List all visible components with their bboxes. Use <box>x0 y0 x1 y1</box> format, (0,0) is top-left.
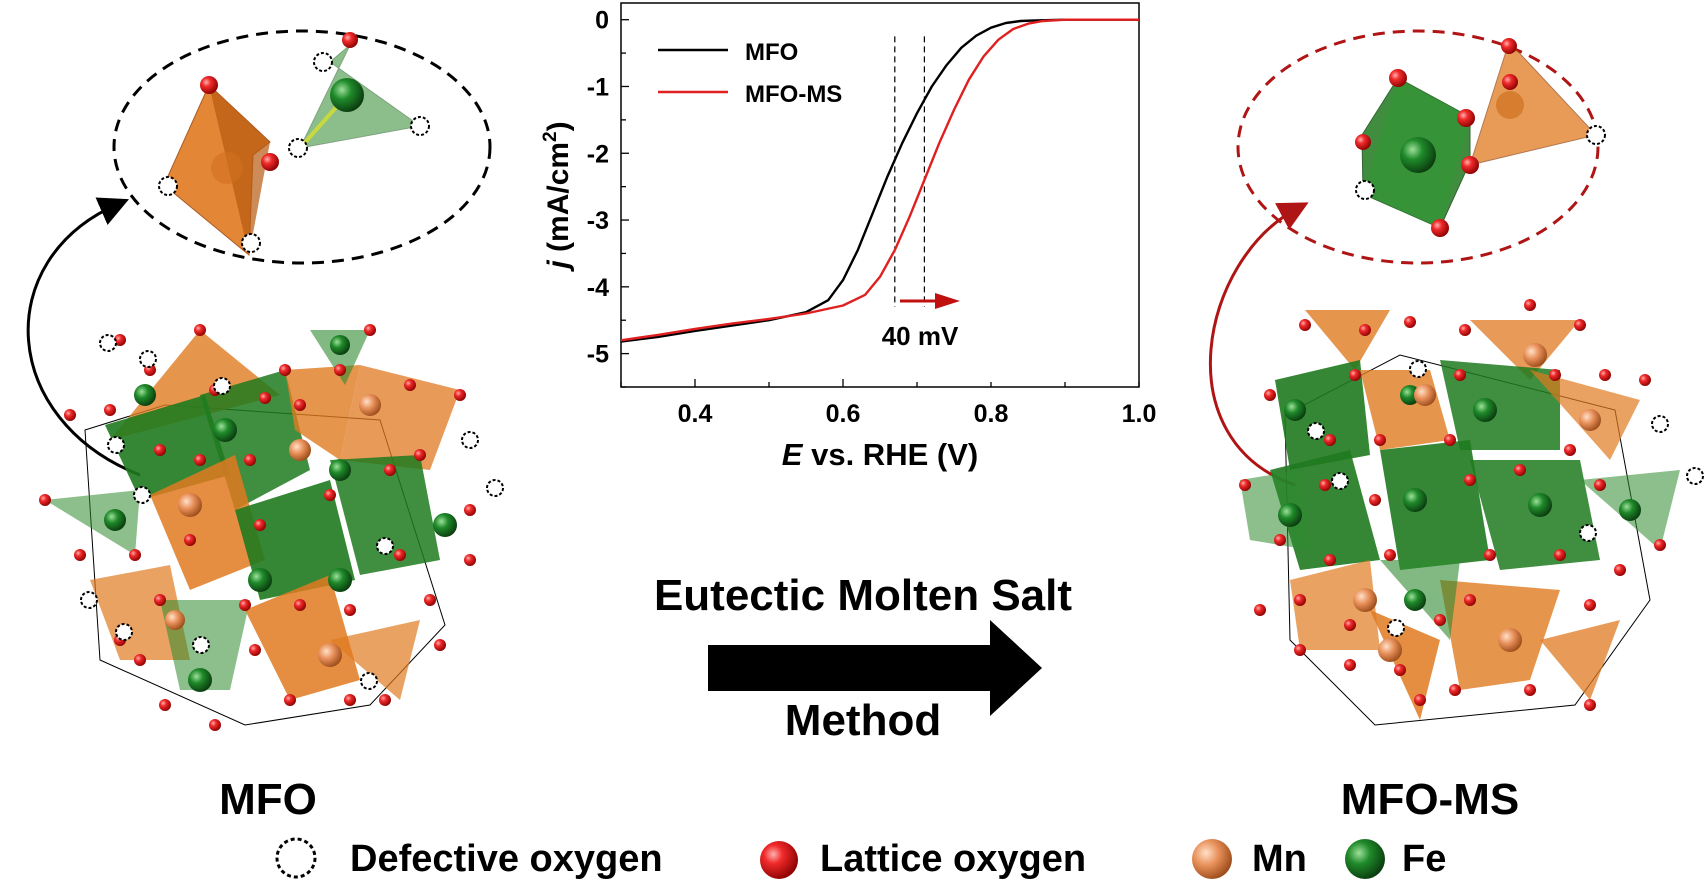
shift-arrow-head <box>935 293 960 309</box>
y-tick-label: -4 <box>587 274 609 302</box>
y-tick-label: -5 <box>587 341 609 369</box>
zoom-arrow-right <box>1209 202 1309 487</box>
y-tick-labels: 0 -1 -2 -3 -4 -5 <box>587 7 609 369</box>
legend-lattice-oxygen: Lattice oxygen <box>820 838 1086 880</box>
process-arrow <box>708 620 1042 716</box>
legend-label-mfo-ms: MFO-MS <box>745 81 842 108</box>
red-sphere-icon <box>760 841 798 879</box>
mfo-zoom-inset <box>112 29 492 265</box>
plot-frame <box>620 2 1140 388</box>
zoom-arrow-left <box>26 197 141 477</box>
dotted-circle-icon <box>275 837 317 879</box>
axis-ticks <box>620 19 1140 388</box>
method-text-line2: Method <box>785 696 941 745</box>
y-tick-label: -3 <box>587 207 609 235</box>
series-line-mfo-ms <box>620 18 1139 342</box>
lsv-chart: 0.4 0.6 0.8 1.0 0 -1 -2 -3 -4 -5 E vs. RHE (V) j… <box>540 2 1157 472</box>
y-axis-label: j (mA/cm2) <box>540 121 575 272</box>
legend-label-mfo: MFO <box>745 39 798 66</box>
mfo-crystal-structure <box>39 324 504 731</box>
y-tick-label: 0 <box>595 7 609 35</box>
chart-legend: MFO MFO-MS <box>658 39 842 108</box>
legend-fe: Fe <box>1402 838 1446 880</box>
mfo-ms-zoom-inset <box>1236 29 1606 265</box>
mfo-ms-crystal-structure <box>1239 299 1704 726</box>
reference-lines <box>894 36 926 307</box>
x-tick-label: 0.4 <box>678 400 713 428</box>
y-tick-label: -2 <box>587 140 609 168</box>
x-tick-label: 0.6 <box>826 400 861 428</box>
green-sphere-icon <box>1345 839 1385 879</box>
legend-mn: Mn <box>1252 838 1307 880</box>
atom-legend: Defective oxygen Lattice oxygen Mn Fe <box>275 837 1446 880</box>
y-tick-label: -1 <box>587 73 609 101</box>
series-line-mfo <box>620 18 1139 343</box>
label-mfo-ms: MFO-MS <box>1341 775 1519 824</box>
x-tick-label: 0.8 <box>974 400 1009 428</box>
shift-annotation: 40 mV <box>882 321 959 351</box>
x-tick-labels: 0.4 0.6 0.8 1.0 <box>678 400 1157 428</box>
series-lines <box>620 18 1139 343</box>
x-axis-label: E vs. RHE (V) <box>782 437 978 472</box>
x-tick-label: 1.0 <box>1122 400 1157 428</box>
label-mfo: MFO <box>219 775 317 824</box>
orange-sphere-icon <box>1192 839 1232 879</box>
legend-defective-oxygen: Defective oxygen <box>350 838 663 880</box>
method-text-line1: Eutectic Molten Salt <box>654 571 1072 620</box>
